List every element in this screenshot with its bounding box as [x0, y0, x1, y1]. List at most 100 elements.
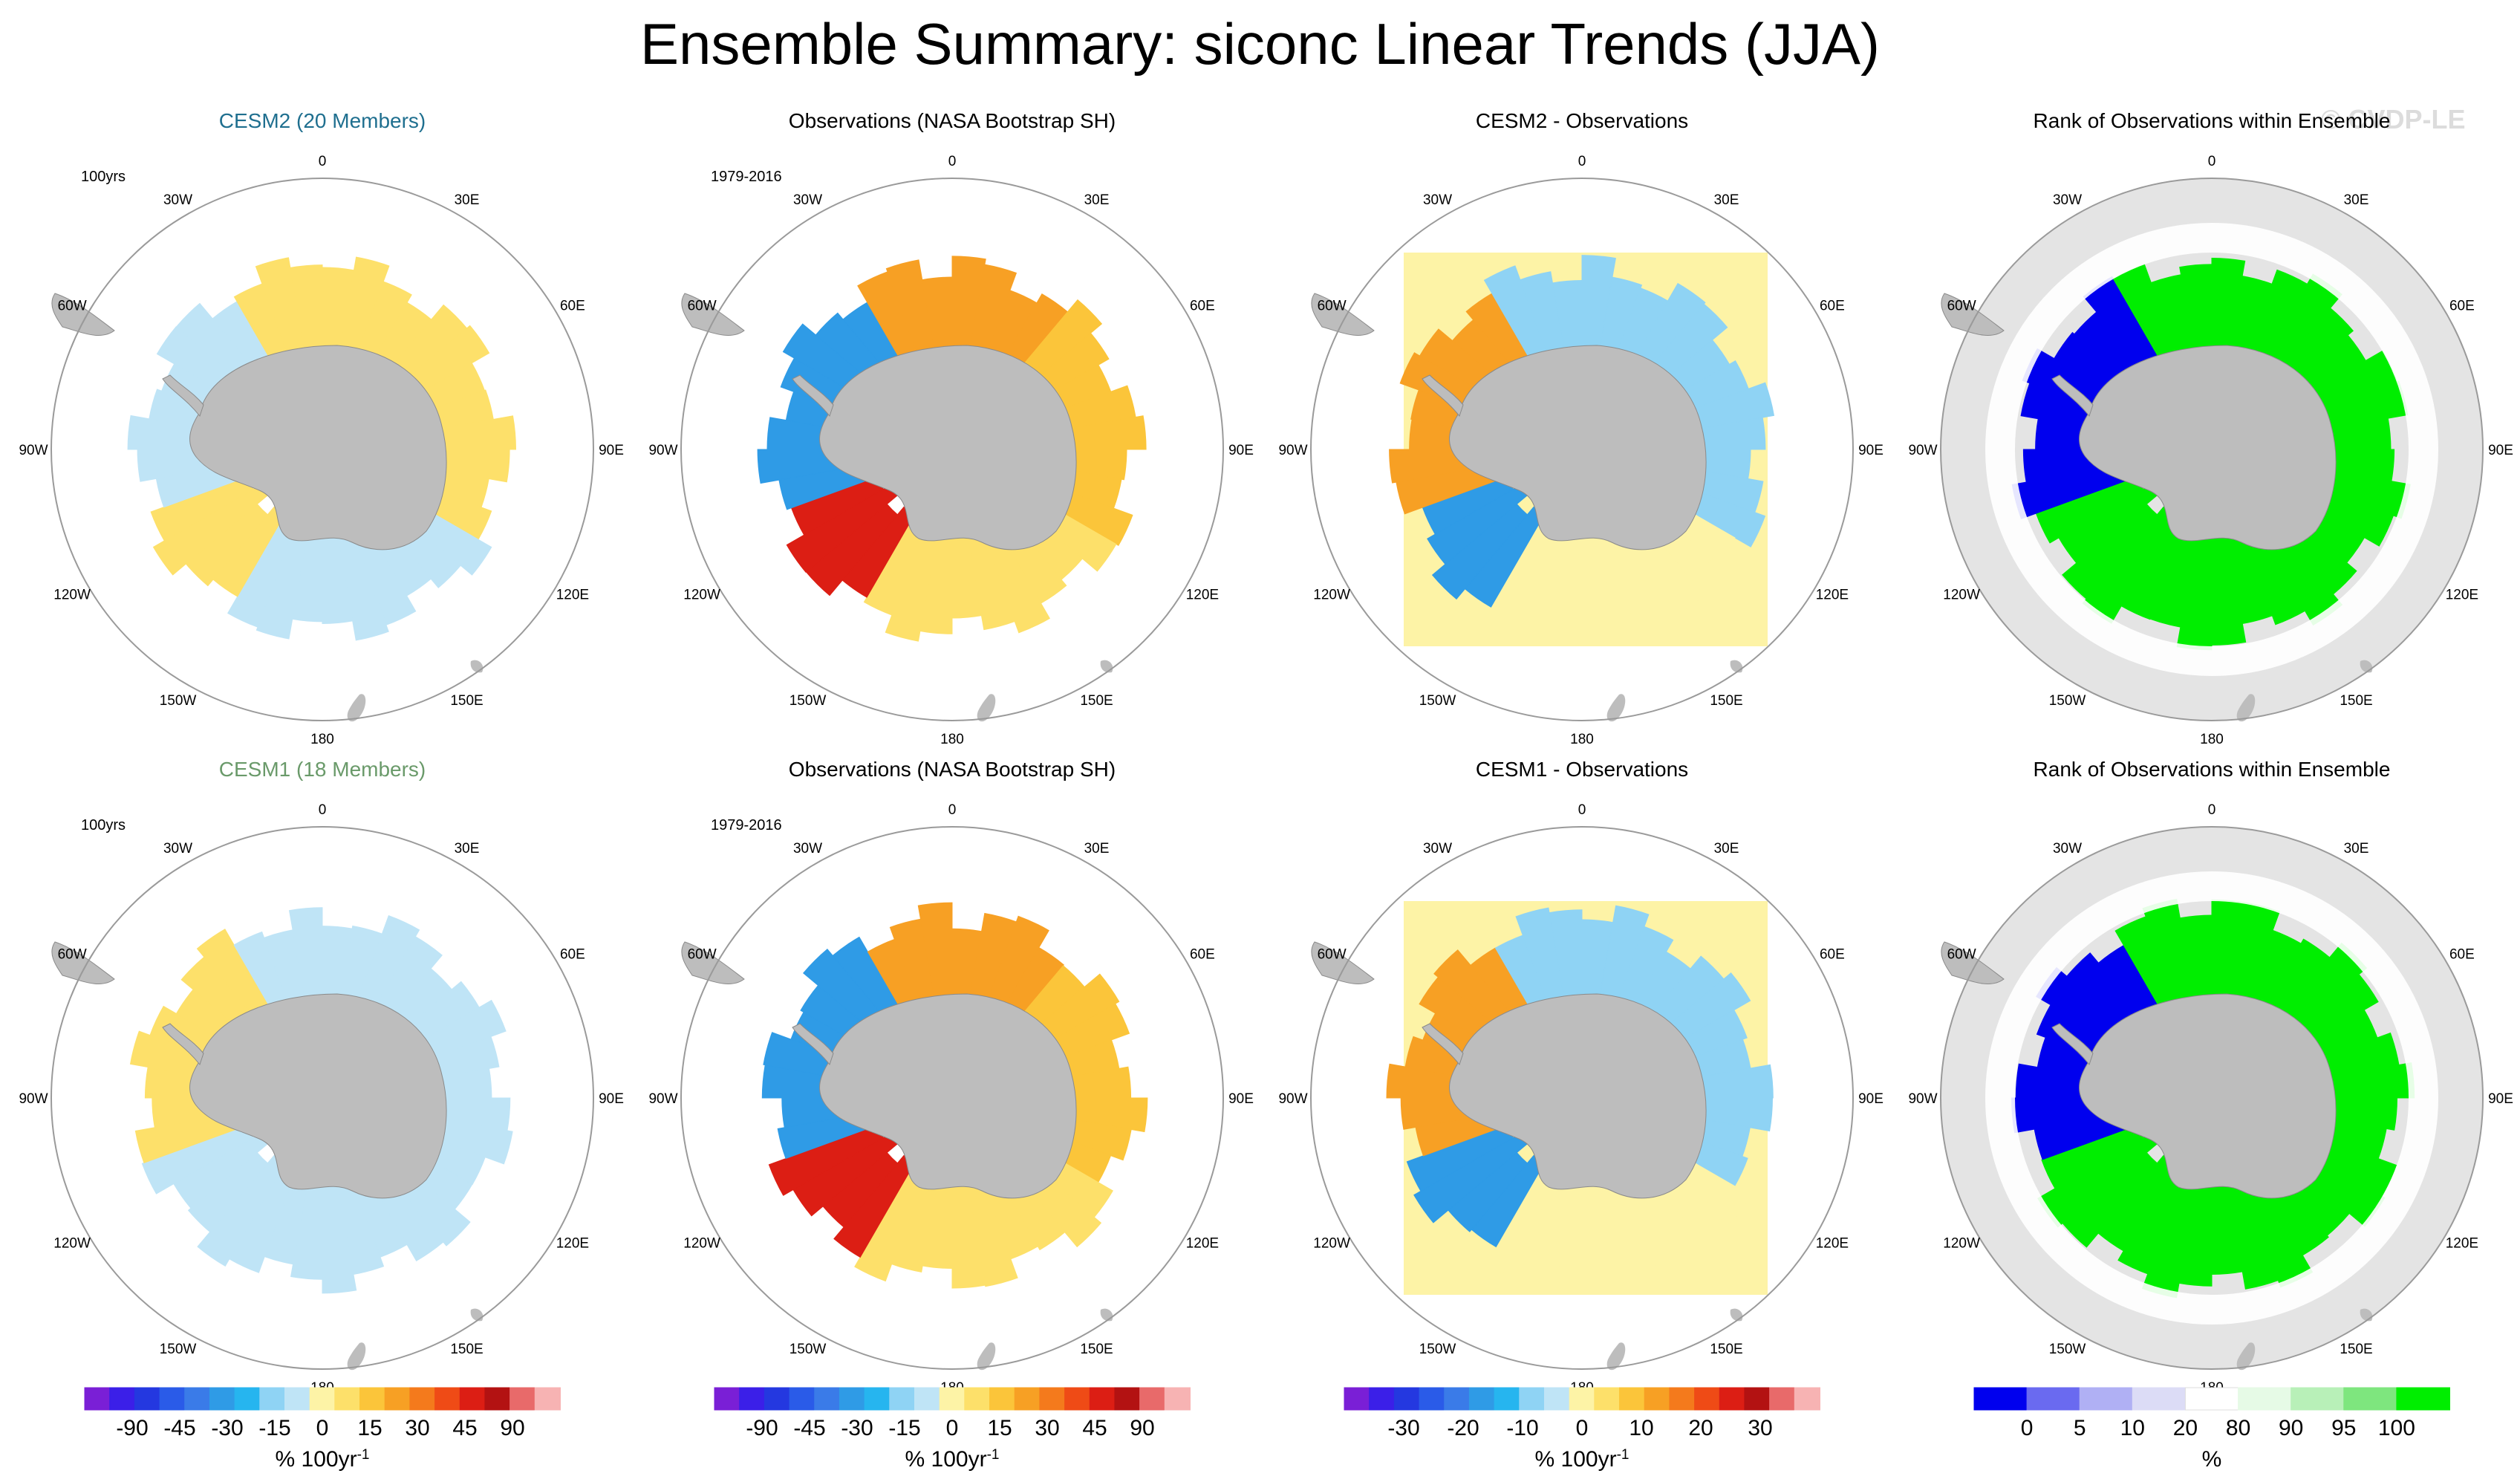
antarctic-peninsula	[792, 1023, 834, 1066]
colorbar-swatch	[534, 1387, 561, 1411]
lon-label: 120W	[1313, 1236, 1350, 1252]
lon-label: 120E	[1186, 1236, 1219, 1252]
lon-label: 90E	[599, 1091, 624, 1107]
south-america	[1311, 941, 1375, 984]
lon-label: 0	[948, 802, 957, 818]
lon-label: 0	[1578, 802, 1586, 818]
antarctic-peninsula	[2051, 374, 2094, 417]
colorbar-swatch	[964, 1387, 991, 1411]
lon-label: 90E	[599, 443, 624, 458]
lon-label: 30E	[1714, 841, 1739, 857]
colorbar-swatch	[1468, 1387, 1496, 1411]
colorbar-swatch	[384, 1387, 411, 1411]
colorbar-unit: % 100yr-1	[276, 1447, 370, 1472]
new-zealand-south	[977, 694, 996, 722]
panel-title: CESM2 (20 Members)	[219, 109, 426, 132]
south-america	[1311, 293, 1375, 336]
lon-label: 30W	[2053, 192, 2082, 208]
lon-label: 30E	[1084, 841, 1110, 857]
colorbar-tick: 0	[1576, 1416, 1589, 1440]
colorbar-swatch	[2026, 1387, 2081, 1411]
map-panel-2: Observations (NASA Bootstrap SH) 1979-201…	[648, 109, 1253, 747]
lon-label: 180	[1570, 732, 1594, 747]
lon-label: 150W	[1419, 693, 1456, 709]
colorbar-swatch	[334, 1387, 361, 1411]
lon-label: 30W	[793, 841, 822, 857]
lon-label: 60W	[58, 947, 87, 963]
map-boundary	[51, 826, 594, 1370]
lon-label: 30W	[793, 192, 822, 208]
colorbar-swatch	[2079, 1387, 2134, 1411]
colorbar-swatch	[814, 1387, 841, 1411]
antarctic-peninsula	[162, 1023, 204, 1066]
lon-label: 30E	[1714, 192, 1739, 208]
colorbar-swatch	[989, 1387, 1016, 1411]
lon-label: 60E	[2449, 299, 2475, 314]
lon-label: 120E	[1816, 588, 1849, 603]
lon-label: 120E	[2446, 1236, 2478, 1252]
ice-cell	[1431, 503, 1528, 600]
panel-title: Observations (NASA Bootstrap SH)	[789, 758, 1116, 781]
south-america	[1941, 941, 2005, 984]
lon-label: 120W	[1313, 588, 1350, 603]
colorbar-swatch	[764, 1387, 791, 1411]
lon-label: 120W	[1943, 588, 1980, 603]
map-panel-7: CESM1 - Observations030E60E90E120E150E18…	[1278, 758, 1883, 1396]
lon-label: 120W	[53, 1236, 91, 1252]
new-zealand-south	[977, 1342, 996, 1371]
map-boundary	[680, 178, 1224, 721]
lon-label: 120E	[556, 588, 589, 603]
antarctica-land	[819, 993, 1077, 1199]
lon-label: 30W	[163, 841, 192, 857]
antarctic-peninsula	[1422, 374, 1464, 417]
lon-label: 30E	[2344, 192, 2369, 208]
lon-label: 60W	[1318, 947, 1347, 963]
map-panel-5: CESM1 (18 Members) 100yrs 0 30E 60E 90E 120E 15…	[19, 758, 623, 1396]
colorbar-swatch	[484, 1387, 511, 1411]
lon-label: 60E	[1190, 947, 1215, 963]
colorbar-tick: 0	[2021, 1416, 2034, 1440]
period-label: 100yrs	[81, 169, 126, 185]
colorbar-rank: 0 5 10 20 80 90 95 100%	[1973, 1387, 2450, 1472]
lon-label: 30W	[2053, 841, 2082, 857]
lon-label: 90E	[1858, 443, 1884, 458]
lon-label: 90E	[1228, 1091, 1254, 1107]
colorbar-unit: % 100yr-1	[1535, 1447, 1629, 1472]
colorbar-tick: 5	[2074, 1416, 2086, 1440]
lon-label: 150W	[160, 1342, 197, 1357]
lon-label: 90W	[19, 443, 48, 458]
lon-label: 60W	[688, 947, 717, 963]
figure-title: Ensemble Summary: siconc Linear Trends (…	[640, 11, 1880, 77]
colorbar-tick: -20	[1447, 1416, 1479, 1440]
colorbar-swatch	[1619, 1387, 1646, 1411]
lon-label: 120E	[2446, 588, 2478, 603]
lon-label: 120E	[1816, 1236, 1849, 1252]
lon-label: 150W	[789, 693, 827, 709]
colorbar-tick: 20	[2173, 1416, 2198, 1440]
colorbar-swatch	[889, 1387, 916, 1411]
lon-label: 90E	[2488, 1091, 2513, 1107]
colorbar-tick: 20	[1688, 1416, 1713, 1440]
colorbar-tick: 90	[2279, 1416, 2303, 1440]
lon-label: 90W	[1278, 1091, 1307, 1107]
colorbar-swatch	[1089, 1387, 1116, 1411]
colorbar-swatch	[309, 1387, 336, 1411]
colorbar-swatch	[2184, 1387, 2239, 1411]
colorbar-swatch	[359, 1387, 386, 1411]
colorbar-tick: 15	[987, 1416, 1012, 1440]
south-america	[681, 941, 745, 984]
lon-label: 60E	[2449, 947, 2475, 963]
colorbar-tick: 0	[316, 1416, 329, 1440]
lon-label: 90W	[19, 1091, 48, 1107]
watermark: © CVDP-LE	[2321, 104, 2466, 134]
colorbar-swatch	[109, 1387, 136, 1411]
colorbar-trend: -90 -45 -30 -15 0 15 30 45 90 % 100yr-1	[714, 1387, 1191, 1472]
lon-label: 150E	[450, 1342, 483, 1357]
colorbar-swatch	[1794, 1387, 1821, 1411]
new-zealand-north	[1730, 1308, 1743, 1322]
colorbar-unit: % 100yr-1	[905, 1447, 1000, 1472]
colorbar-tick: 0	[946, 1416, 959, 1440]
colorbar-swatch	[434, 1387, 461, 1411]
antarctica-land	[819, 345, 1077, 550]
colorbar-tick: 30	[1748, 1416, 1772, 1440]
